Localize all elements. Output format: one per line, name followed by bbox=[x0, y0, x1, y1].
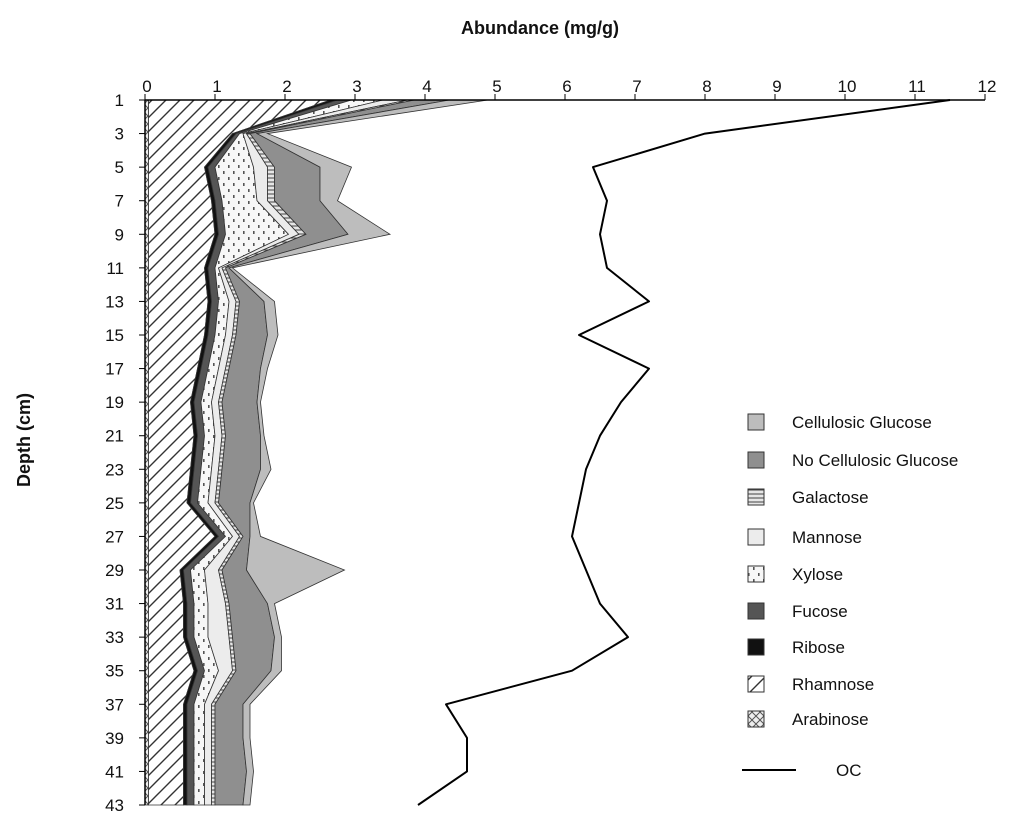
y-tick-label: 17 bbox=[105, 360, 124, 379]
area-cellulosic-glucose bbox=[228, 99, 489, 806]
y-tick-label: 15 bbox=[105, 326, 124, 345]
legend-swatch-fucose bbox=[747, 602, 765, 620]
x-tick-label: 0 bbox=[142, 77, 151, 96]
x-tick-label: 7 bbox=[632, 77, 641, 96]
legend-swatch-no-cellulosic-glucose bbox=[747, 451, 765, 469]
y-tick-label: 29 bbox=[105, 561, 124, 580]
y-tick-label: 27 bbox=[105, 527, 124, 546]
legend-item-arabinose: Arabinose bbox=[747, 710, 869, 729]
legend-item-fucose: Fucose bbox=[747, 602, 848, 621]
y-tick-label: 35 bbox=[105, 662, 124, 681]
legend-swatch-xylose bbox=[747, 565, 765, 583]
stacked-areas bbox=[144, 99, 489, 806]
legend-swatch-cellulosic-glucose bbox=[747, 413, 765, 431]
legend-swatch-arabinose bbox=[747, 710, 765, 728]
y-tick-label: 3 bbox=[115, 125, 124, 144]
y-tick-label: 21 bbox=[105, 427, 124, 446]
y-tick-label: 41 bbox=[105, 762, 124, 781]
y-tick-label: 9 bbox=[115, 225, 124, 244]
legend-swatch-rhamnose bbox=[747, 675, 765, 693]
y-tick-label: 19 bbox=[105, 393, 124, 412]
legend-label-fucose: Fucose bbox=[792, 602, 848, 621]
y-tick-label: 31 bbox=[105, 595, 124, 614]
legend-item-no-cellulosic-glucose: No Cellulosic Glucose bbox=[747, 451, 958, 470]
oc-line-layer bbox=[417, 99, 951, 806]
legend-label-no-cellulosic-glucose: No Cellulosic Glucose bbox=[792, 451, 958, 470]
legend-label-arabinose: Arabinose bbox=[792, 710, 869, 729]
legend-label-rhamnose: Rhamnose bbox=[792, 675, 874, 694]
legend-swatch-mannose bbox=[747, 528, 765, 546]
y-tick-label: 7 bbox=[115, 192, 124, 211]
x-tick-label: 5 bbox=[492, 77, 501, 96]
x-tick-label: 1 bbox=[212, 77, 221, 96]
y-tick-label: 1 bbox=[115, 91, 124, 110]
legend: Cellulosic Glucose No Cellulosic Glucose… bbox=[742, 413, 958, 780]
line-oc bbox=[417, 99, 951, 806]
axes bbox=[139, 94, 986, 806]
legend-item-ribose: Ribose bbox=[747, 638, 845, 657]
legend-label-xylose: Xylose bbox=[792, 565, 843, 584]
y-tick-label: 5 bbox=[115, 158, 124, 177]
x-tick-label: 2 bbox=[282, 77, 291, 96]
y-tick-label: 13 bbox=[105, 292, 124, 311]
y-tick-label: 33 bbox=[105, 628, 124, 647]
x-tick-label: 3 bbox=[352, 77, 361, 96]
y-tick-label: 25 bbox=[105, 494, 124, 513]
y-tick-label: 37 bbox=[105, 695, 124, 714]
y-tick-label: 23 bbox=[105, 460, 124, 479]
chart-title: Abundance (mg/g) bbox=[461, 18, 619, 38]
legend-item-xylose: Xylose bbox=[747, 565, 843, 584]
legend-item-rhamnose: Rhamnose bbox=[747, 675, 874, 694]
x-tick-label: 12 bbox=[978, 77, 997, 96]
x-tick-label: 10 bbox=[838, 77, 857, 96]
x-tick-label: 4 bbox=[422, 77, 431, 96]
legend-swatch-galactose bbox=[747, 488, 765, 506]
legend-label-galactose: Galactose bbox=[792, 488, 869, 507]
y-tick-label: 43 bbox=[105, 796, 124, 815]
x-tick-label: 9 bbox=[772, 77, 781, 96]
legend-item-mannose: Mannose bbox=[747, 528, 862, 547]
y-axis-label: Depth (cm) bbox=[14, 393, 34, 487]
legend-label-cellulosic-glucose: Cellulosic Glucose bbox=[792, 413, 932, 432]
x-tick-labels: 0 1 2 3 4 5 6 7 8 9 10 11 12 bbox=[142, 77, 996, 96]
legend-label-mannose: Mannose bbox=[792, 528, 862, 547]
legend-label-oc: OC bbox=[836, 761, 862, 780]
legend-item-oc: OC bbox=[742, 761, 862, 780]
legend-item-galactose: Galactose bbox=[747, 488, 869, 507]
x-tick-label: 6 bbox=[562, 77, 571, 96]
y-tick-label: 11 bbox=[106, 259, 124, 278]
legend-swatch-ribose bbox=[747, 638, 765, 656]
legend-label-ribose: Ribose bbox=[792, 638, 845, 657]
y-tick-label: 39 bbox=[105, 729, 124, 748]
x-tick-label: 8 bbox=[702, 77, 711, 96]
x-tick-label: 11 bbox=[908, 77, 926, 96]
legend-item-cellulosic-glucose: Cellulosic Glucose bbox=[747, 413, 932, 432]
